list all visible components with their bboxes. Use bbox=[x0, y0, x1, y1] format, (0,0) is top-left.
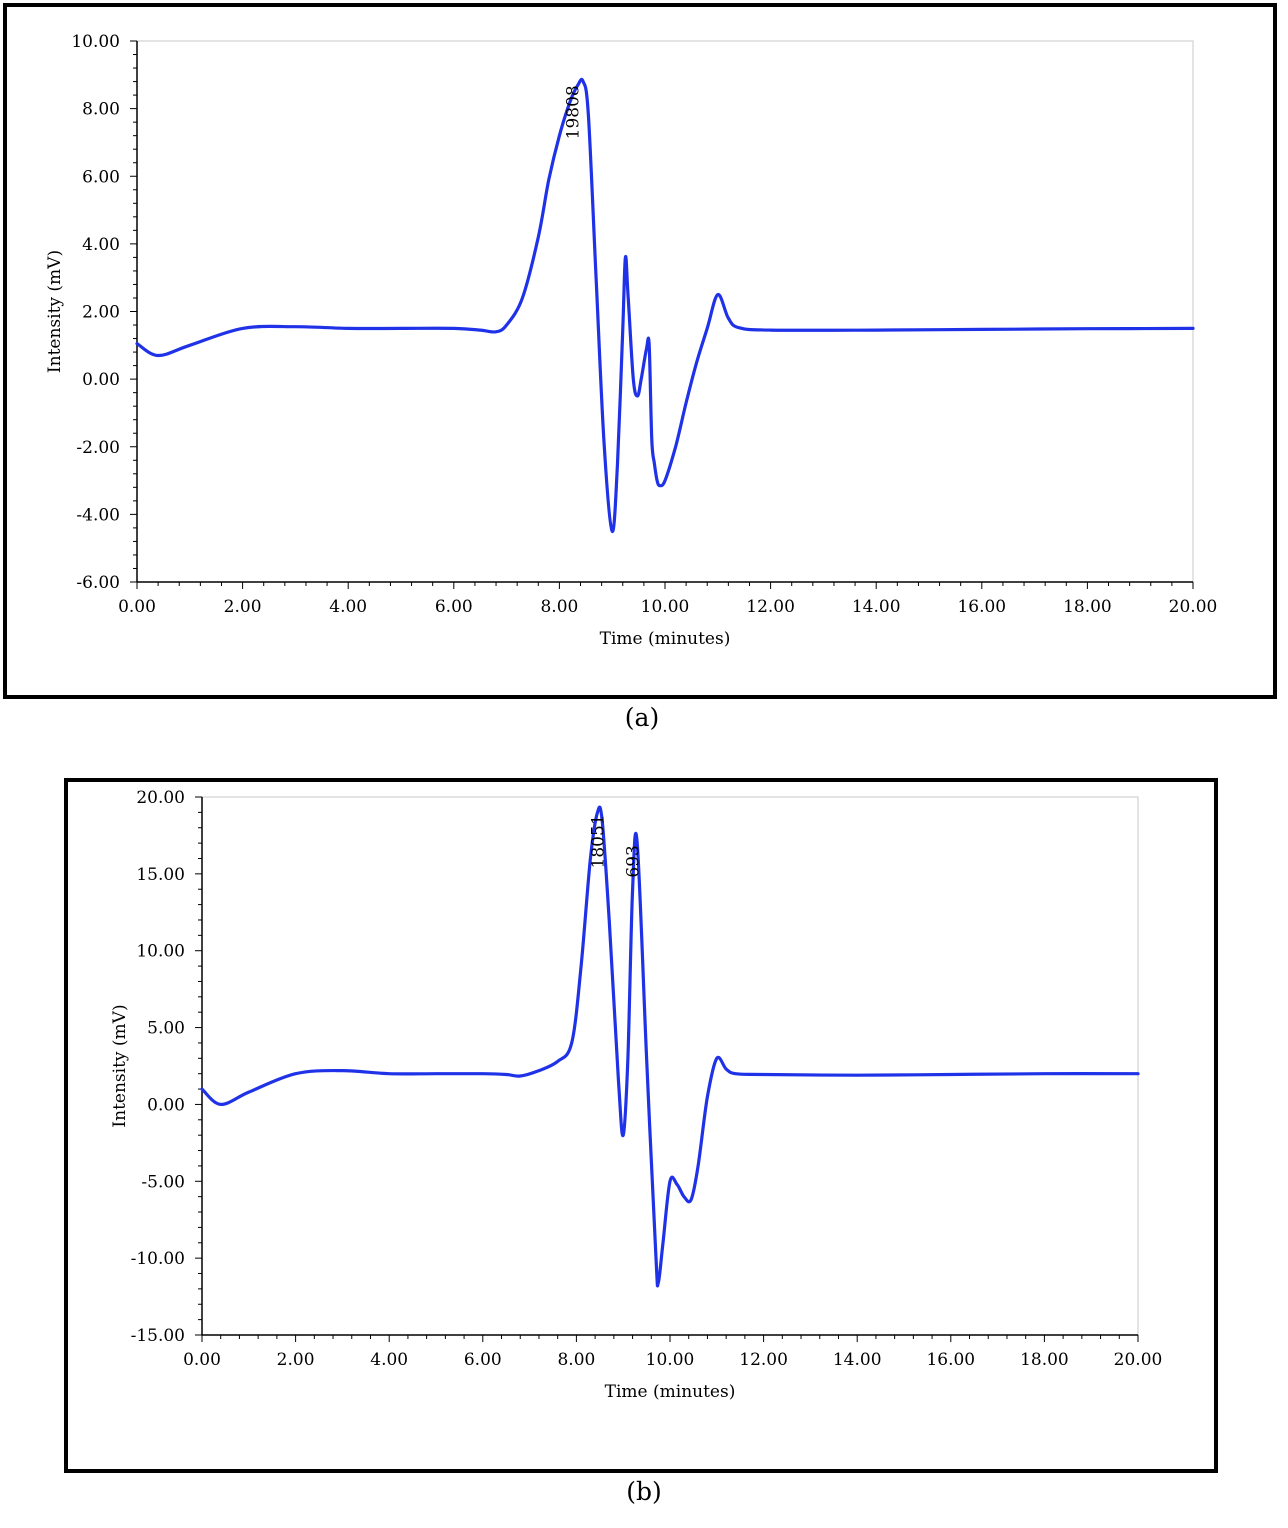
x-tick-label: 10.00 bbox=[646, 1350, 695, 1370]
chart-a-svg: 0.00 2.00 4.00 6.00 8.00 10.00 12.00 14.00 16.00… bbox=[45, 32, 1218, 649]
y-tick-label: 4.00 bbox=[82, 235, 120, 255]
x-tick-label: 6.00 bbox=[464, 1350, 502, 1370]
y-tick-label: 6.00 bbox=[82, 167, 120, 187]
y-tick-label: -6.00 bbox=[76, 573, 120, 593]
chart-panel-b: 0.00 2.00 4.00 6.00 8.00 10.00 12.00 14.00 16.00… bbox=[64, 778, 1218, 1473]
x-tick-label: 8.00 bbox=[557, 1350, 595, 1370]
plot-frame bbox=[136, 40, 1194, 583]
x-tick-label: 16.00 bbox=[926, 1350, 975, 1370]
x-tick-label: 14.00 bbox=[852, 597, 901, 617]
y-tick-label: 0.00 bbox=[147, 1095, 185, 1115]
peak-label: 18051 bbox=[588, 814, 608, 868]
x-tick-label: 20.00 bbox=[1169, 597, 1218, 617]
chart-b-svg: 0.00 2.00 4.00 6.00 8.00 10.00 12.00 14.00 16.00… bbox=[110, 788, 1163, 1402]
x-tick-label: 18.00 bbox=[1063, 597, 1112, 617]
x-axis-title: Time (minutes) bbox=[600, 629, 731, 649]
peak-label: 19808 bbox=[564, 85, 584, 139]
y-tick-label: 15.00 bbox=[136, 865, 185, 885]
x-tick-label: 18.00 bbox=[1020, 1350, 1069, 1370]
y-tick-label: -4.00 bbox=[76, 505, 120, 525]
y-axis-title: Intensity (mV) bbox=[110, 1004, 130, 1127]
y-tick-label: 10.00 bbox=[136, 942, 185, 962]
x-tick-label: 4.00 bbox=[329, 597, 367, 617]
series-line-0 bbox=[135, 77, 1195, 533]
x-tick-label: 20.00 bbox=[1114, 1350, 1163, 1370]
y-tick-label: -5.00 bbox=[141, 1172, 185, 1192]
peak-label: 693 bbox=[624, 845, 644, 877]
x-tick-label: 2.00 bbox=[277, 1350, 315, 1370]
y-tick-label: 5.00 bbox=[147, 1019, 185, 1039]
x-tick-label: 12.00 bbox=[739, 1350, 788, 1370]
x-tick-label: 0.00 bbox=[118, 597, 156, 617]
y-tick-label: 2.00 bbox=[82, 303, 120, 323]
x-tick-label: 10.00 bbox=[641, 597, 690, 617]
series-line-0 bbox=[200, 805, 1140, 1288]
chart-panel-a: 0.00 2.00 4.00 6.00 8.00 10.00 12.00 14.00 16.00… bbox=[3, 3, 1277, 699]
x-tick-label: 14.00 bbox=[833, 1350, 882, 1370]
x-tick-label: 8.00 bbox=[540, 597, 578, 617]
x-tick-label: 4.00 bbox=[370, 1350, 408, 1370]
x-tick-label: 2.00 bbox=[224, 597, 262, 617]
x-tick-label: 6.00 bbox=[435, 597, 473, 617]
y-axis-title: Intensity (mV) bbox=[45, 250, 65, 373]
y-tick-label: -15.00 bbox=[131, 1326, 185, 1346]
y-tick-label: -2.00 bbox=[76, 438, 120, 458]
y-tick-label: 0.00 bbox=[82, 370, 120, 390]
caption-a: (a) bbox=[624, 703, 660, 732]
y-tick-label: 10.00 bbox=[71, 32, 120, 52]
x-tick-label: 12.00 bbox=[746, 597, 795, 617]
y-tick-label: -10.00 bbox=[131, 1249, 185, 1269]
x-tick-label: 16.00 bbox=[957, 597, 1006, 617]
x-tick-label: 0.00 bbox=[183, 1350, 221, 1370]
y-tick-label: 8.00 bbox=[82, 100, 120, 120]
x-axis-title: Time (minutes) bbox=[605, 1382, 736, 1402]
plot-frame bbox=[201, 796, 1139, 1336]
y-tick-label: 20.00 bbox=[136, 788, 185, 808]
caption-b: (b) bbox=[626, 1477, 662, 1506]
